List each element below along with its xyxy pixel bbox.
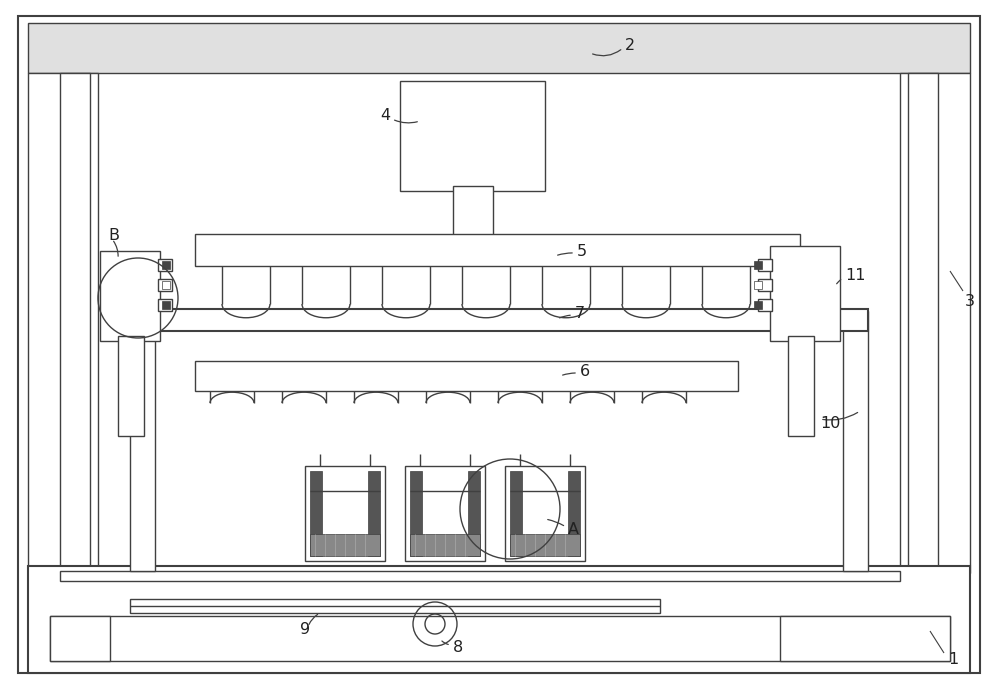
Text: 11: 11	[845, 268, 866, 283]
Bar	[60, 73, 90, 573]
Bar	[754, 281, 762, 289]
Text: 6: 6	[580, 364, 590, 379]
Bar	[50, 616, 950, 661]
Text: 4: 4	[380, 108, 390, 123]
Bar	[468, 471, 480, 556]
Bar	[770, 246, 840, 341]
Text: 2: 2	[625, 39, 635, 54]
Bar	[305, 466, 385, 561]
Bar	[130, 309, 868, 331]
Bar	[310, 534, 380, 556]
Bar	[410, 534, 480, 556]
Bar	[908, 73, 938, 573]
Bar	[788, 336, 814, 436]
Bar	[195, 361, 738, 391]
Bar	[28, 73, 98, 573]
Text: B: B	[108, 229, 119, 244]
Bar	[310, 471, 322, 556]
Bar	[510, 471, 522, 556]
Bar	[758, 299, 772, 311]
Text: 5: 5	[577, 244, 587, 259]
Bar	[158, 299, 172, 311]
Text: 8: 8	[453, 639, 463, 654]
Bar	[405, 466, 485, 561]
Bar	[28, 23, 970, 73]
Bar	[158, 279, 172, 291]
Bar	[780, 616, 950, 661]
Bar	[758, 279, 772, 291]
Bar	[28, 566, 970, 673]
Bar	[130, 599, 660, 613]
Bar	[510, 534, 580, 556]
Text: 7: 7	[575, 306, 585, 321]
Bar	[162, 261, 170, 269]
Text: 10: 10	[820, 415, 840, 430]
Bar	[100, 251, 160, 341]
Bar	[900, 73, 970, 573]
Bar	[130, 311, 155, 571]
Bar	[162, 281, 170, 289]
Text: 3: 3	[965, 294, 975, 308]
Bar	[453, 186, 493, 241]
Bar	[118, 336, 144, 436]
Bar	[754, 261, 762, 269]
Bar	[843, 311, 868, 571]
Text: A: A	[568, 522, 579, 537]
Bar	[758, 259, 772, 271]
Bar	[60, 571, 900, 581]
Bar	[162, 301, 170, 309]
Bar	[50, 616, 110, 661]
Bar	[410, 471, 422, 556]
Bar	[368, 471, 380, 556]
Bar	[505, 466, 585, 561]
Bar	[400, 81, 545, 191]
Text: 9: 9	[300, 622, 310, 637]
Bar	[195, 234, 800, 266]
Bar	[754, 301, 762, 309]
Bar	[158, 259, 172, 271]
Text: 1: 1	[948, 652, 958, 667]
Bar	[568, 471, 580, 556]
